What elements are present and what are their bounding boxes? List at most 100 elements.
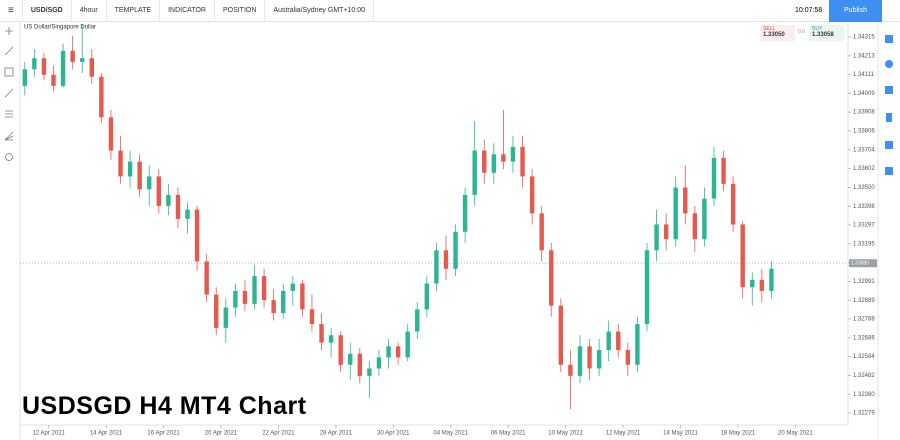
annotation-tool[interactable] — [5, 153, 13, 161]
candle-body — [32, 58, 37, 70]
sidebar-icon[interactable] — [885, 141, 893, 149]
buy-price: 1.33058 — [812, 32, 834, 38]
candle-body — [644, 250, 650, 325]
candle-body — [127, 161, 133, 177]
sidebar-icon[interactable] — [885, 86, 893, 94]
y-tick-label: 1.34213 — [853, 53, 875, 59]
candle-body — [70, 50, 75, 62]
x-tick-label: 20 Apr 2021 — [205, 431, 238, 437]
candle-body — [338, 335, 343, 365]
candle-body — [89, 58, 94, 77]
candle-body — [223, 307, 229, 328]
sidebar-icon[interactable] — [885, 167, 893, 175]
candle-body — [367, 368, 372, 376]
y-tick-label: 1.32380 — [853, 392, 875, 398]
candle-body — [415, 309, 420, 332]
candle-body — [60, 50, 66, 86]
candle-body — [740, 224, 745, 288]
y-tick-label: 1.33297 — [853, 223, 875, 229]
publish-button[interactable]: Publish — [829, 0, 882, 22]
gann-tool[interactable] — [4, 131, 14, 141]
candle-body — [99, 76, 104, 118]
buy-label: BUY — [812, 26, 823, 32]
buy-button[interactable]: BUY 1.33058 — [809, 25, 844, 41]
crosshair-tool[interactable] — [5, 27, 13, 35]
template-button[interactable]: TEMPLATE — [107, 0, 161, 22]
sidebar-icon[interactable] — [885, 35, 893, 43]
x-tick-label: 04 May 2021 — [433, 431, 468, 437]
candle-body — [472, 150, 477, 195]
sell-price: 1.33050 — [763, 32, 785, 38]
candle-body — [434, 250, 439, 284]
candle-body — [300, 283, 305, 310]
candle-body — [309, 309, 315, 325]
y-tick-label: 1.34009 — [853, 91, 875, 97]
candle-body — [663, 224, 669, 240]
x-tick-label: 10 May 2021 — [548, 431, 583, 437]
candle-body — [328, 335, 334, 343]
candle-body — [683, 187, 688, 214]
candle-body — [118, 150, 123, 177]
position-button[interactable]: POSITION — [215, 0, 266, 22]
candle-body — [242, 290, 248, 304]
candle-body — [577, 346, 583, 376]
candle-body — [108, 117, 114, 151]
pen-tool[interactable] — [4, 88, 14, 98]
chart-title: US Dollar/Singapore Dollar — [24, 25, 96, 31]
candle-body — [520, 146, 525, 177]
sidebar-icon[interactable] — [886, 113, 892, 122]
menu-icon[interactable]: ≡ — [0, 0, 23, 22]
y-tick-label: 1.32889 — [853, 298, 875, 304]
x-tick-label: 18 May 2021 — [721, 431, 756, 437]
candle-body — [510, 146, 516, 162]
candle-body — [281, 290, 286, 314]
line-tool[interactable] — [4, 46, 14, 56]
left-toolbar — [0, 22, 20, 440]
sell-button[interactable]: SELL 1.33050 — [760, 25, 795, 41]
x-tick-label: 28 Apr 2021 — [320, 431, 353, 437]
candle-body — [673, 187, 678, 240]
candle-body — [711, 157, 717, 199]
y-tick-label: 1.32686 — [853, 335, 875, 341]
candle-body — [395, 346, 401, 358]
candle-body — [501, 154, 506, 162]
y-tick-label: 1.32788 — [853, 317, 875, 323]
y-tick-label: 1.33398 — [853, 204, 875, 210]
y-tick-label: 1.33908 — [853, 110, 875, 116]
candle-body — [616, 331, 621, 351]
y-tick-label: 1.34111 — [853, 72, 874, 78]
candle-body — [271, 300, 276, 314]
x-tick-label: 14 Apr 2021 — [90, 431, 123, 437]
candle-body — [702, 198, 707, 240]
candle-body — [376, 357, 382, 369]
candle-body — [51, 74, 56, 86]
candle-body — [769, 268, 774, 291]
y-tick-label: 1.33806 — [853, 129, 875, 135]
indicator-button[interactable]: INDICATOR — [160, 0, 215, 22]
candle-body — [692, 213, 698, 240]
fib-tool[interactable] — [5, 110, 13, 118]
candle-body — [596, 350, 602, 369]
toolbar: ≡ USD/SGD 4hour TEMPLATE INDICATOR POSIT… — [0, 0, 900, 22]
candle-body — [443, 250, 449, 269]
spread: 0.8 — [798, 29, 805, 35]
shape-tool[interactable] — [4, 67, 14, 77]
candle-body — [290, 283, 296, 291]
y-tick-label: 1.33602 — [853, 166, 875, 172]
timezone[interactable]: Australia/Sydney GMT+10:00 — [265, 0, 375, 22]
candle-body — [558, 305, 564, 365]
current-price-tag — [849, 259, 877, 268]
x-tick-label: 12 Apr 2021 — [33, 431, 66, 437]
candle-body — [147, 176, 152, 190]
candle-body — [348, 353, 353, 365]
candle-body — [137, 161, 142, 190]
candle-body — [175, 194, 181, 219]
candle-body — [462, 194, 468, 232]
candle-body — [529, 176, 535, 214]
candle-body — [214, 294, 219, 328]
sidebar-icon[interactable] — [885, 60, 893, 68]
symbol[interactable]: USD/SGD — [23, 0, 72, 22]
candle-body — [386, 346, 391, 358]
interval[interactable]: 4hour — [72, 0, 107, 22]
